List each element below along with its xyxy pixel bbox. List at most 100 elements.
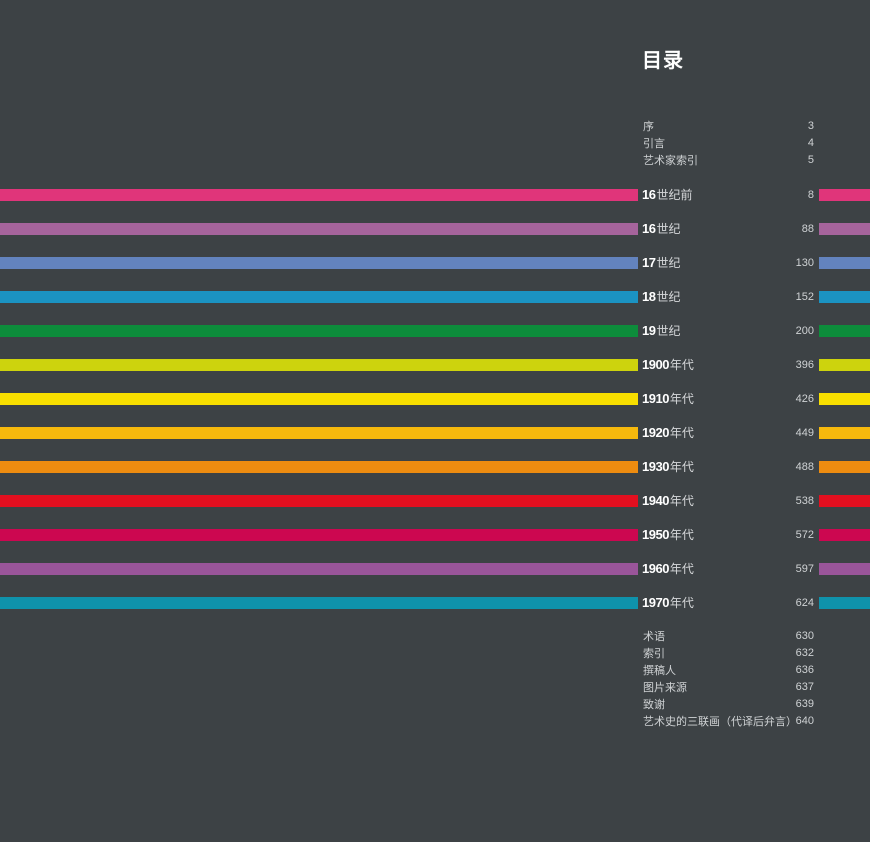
chapter-entry[interactable]: 1970年代 624 [0, 593, 870, 613]
chapter-label: 1970年代 [642, 593, 694, 613]
chapter-page: 488 [795, 461, 814, 473]
chapter-text: 世纪 [656, 256, 681, 270]
chapter-page: 449 [795, 427, 814, 439]
chapter-entry[interactable]: 1960年代 597 [0, 559, 870, 579]
chapter-entry[interactable]: 1910年代 426 [0, 389, 870, 409]
chapter-page: 597 [795, 563, 814, 575]
chapter-entry[interactable]: 17世纪 130 [0, 253, 870, 273]
chapter-page: 426 [795, 393, 814, 405]
chapter-number: 16 [642, 221, 656, 236]
chapter-color-bar-left [0, 461, 638, 473]
chapter-text: 年代 [669, 392, 694, 406]
chapter-entry[interactable]: 1950年代 572 [0, 525, 870, 545]
back-matter-item[interactable]: 撰稿人 636 [0, 662, 870, 679]
chapter-color-bar-left [0, 427, 638, 439]
chapter-page: 538 [795, 495, 814, 507]
chapter-color-bar-left [0, 257, 638, 269]
toc-title: 目录 [642, 48, 684, 72]
chapter-color-bar-right [819, 325, 870, 337]
chapter-label: 1920年代 [642, 423, 694, 443]
chapter-entry[interactable]: 16世纪 88 [0, 219, 870, 239]
entry-page: 3 [807, 120, 814, 132]
back-matter-item[interactable]: 索引 632 [0, 645, 870, 662]
chapter-color-bar-right [819, 563, 870, 575]
chapter-text: 世纪 [656, 222, 681, 236]
chapter-entry[interactable]: 1930年代 488 [0, 457, 870, 477]
chapter-label: 1950年代 [642, 525, 694, 545]
chapter-page: 200 [795, 325, 814, 337]
entry-label: 图片来源 [643, 681, 687, 694]
chapter-page: 396 [795, 359, 814, 371]
front-matter-item[interactable]: 引言 4 [0, 135, 870, 152]
chapter-color-bar-right [819, 461, 870, 473]
chapter-color-bar-right [819, 427, 870, 439]
chapter-entry[interactable]: 16世纪前 8 [0, 185, 870, 205]
entry-label: 引言 [643, 137, 665, 150]
entry-page: 639 [795, 698, 814, 710]
back-matter-item[interactable]: 艺术史的三联画（代译后弁言） 640 [0, 713, 870, 730]
chapter-label: 1900年代 [642, 355, 694, 375]
entry-label: 术语 [643, 630, 665, 643]
back-matter-item[interactable]: 术语 630 [0, 628, 870, 645]
entry-page: 4 [807, 137, 814, 149]
chapter-label: 16世纪 [642, 219, 680, 239]
front-matter-item[interactable]: 序 3 [0, 118, 870, 135]
entry-label: 致谢 [643, 698, 665, 711]
chapter-text: 世纪前 [656, 188, 693, 202]
entry-label: 撰稿人 [643, 664, 676, 677]
chapter-color-bar-right [819, 597, 870, 609]
chapter-color-bar-right [819, 529, 870, 541]
chapter-page: 88 [801, 223, 814, 235]
back-matter-item[interactable]: 图片来源 637 [0, 679, 870, 696]
entry-label: 艺术家索引 [643, 154, 698, 167]
entry-page: 632 [795, 647, 814, 659]
chapter-number: 17 [642, 255, 656, 270]
entry-label: 索引 [643, 647, 665, 660]
entry-page: 630 [795, 630, 814, 642]
chapter-color-bar-right [819, 189, 870, 201]
chapter-label: 17世纪 [642, 253, 680, 273]
entry-page: 640 [795, 715, 814, 727]
chapter-color-bar-left [0, 325, 638, 337]
front-matter-item[interactable]: 艺术家索引 5 [0, 152, 870, 169]
chapter-text: 年代 [669, 596, 694, 610]
chapter-label: 19世纪 [642, 321, 680, 341]
chapter-entry[interactable]: 18世纪 152 [0, 287, 870, 307]
chapter-entry[interactable]: 1920年代 449 [0, 423, 870, 443]
chapter-label: 1910年代 [642, 389, 694, 409]
chapter-entry[interactable]: 1900年代 396 [0, 355, 870, 375]
chapter-color-bar-left [0, 529, 638, 541]
chapter-label: 16世纪前 [642, 185, 692, 205]
chapter-number: 1920 [642, 425, 669, 440]
chapter-color-bar-right [819, 257, 870, 269]
chapter-number: 1950 [642, 527, 669, 542]
chapter-page: 624 [795, 597, 814, 609]
chapter-page: 152 [795, 291, 814, 303]
chapter-label: 1960年代 [642, 559, 694, 579]
chapter-label: 18世纪 [642, 287, 680, 307]
chapter-text: 年代 [669, 562, 694, 576]
chapter-color-bar-right [819, 291, 870, 303]
entry-page: 5 [807, 154, 814, 166]
chapter-number: 19 [642, 323, 656, 338]
chapter-color-bar-left [0, 223, 638, 235]
chapter-number: 18 [642, 289, 656, 304]
chapter-number: 1960 [642, 561, 669, 576]
chapter-text: 年代 [669, 358, 694, 372]
chapter-entry[interactable]: 19世纪 200 [0, 321, 870, 341]
chapter-text: 年代 [669, 426, 694, 440]
chapter-page: 572 [795, 529, 814, 541]
chapter-number: 16 [642, 187, 656, 202]
entry-page: 637 [795, 681, 814, 693]
chapter-label: 1940年代 [642, 491, 694, 511]
back-matter-item[interactable]: 致谢 639 [0, 696, 870, 713]
chapter-text: 年代 [669, 494, 694, 508]
chapter-text: 世纪 [656, 290, 681, 304]
entry-page: 636 [795, 664, 814, 676]
chapter-color-bar-left [0, 189, 638, 201]
entry-label: 艺术史的三联画（代译后弁言） [643, 715, 797, 728]
chapter-color-bar-right [819, 359, 870, 371]
chapter-entry[interactable]: 1940年代 538 [0, 491, 870, 511]
chapter-page: 8 [807, 189, 814, 201]
